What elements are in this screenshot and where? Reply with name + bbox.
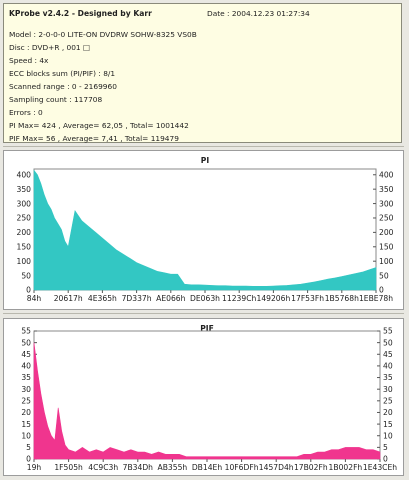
- y-tick-label-left: 15: [21, 420, 31, 429]
- y-tick-label-left: 40: [21, 362, 31, 371]
- info-model: Model : 2-0-0-0 LITE-ON DVDRW SOHW-8325 …: [9, 30, 197, 39]
- y-tick-label-left: 0: [26, 286, 31, 295]
- y-tick-label-right: 15: [383, 420, 393, 429]
- y-tick-label-left: 350: [17, 185, 32, 194]
- x-tick-label: 1F505h: [54, 463, 83, 472]
- x-tick-label: 17F53Fh: [291, 294, 324, 303]
- info-pif-stats: PIF Max= 56 , Average= 7,41 , Total= 119…: [9, 134, 179, 143]
- y-tick-label-right: 30: [383, 385, 393, 394]
- data-points-group: [33, 170, 377, 287]
- y-tick-label-right: 35: [383, 373, 393, 382]
- x-tick-label: 1B002Fh: [329, 463, 363, 472]
- x-tick-label: DB14Eh: [192, 463, 223, 472]
- y-tick-label-right: 45: [383, 350, 393, 359]
- y-tick-label-left: 10: [21, 431, 31, 440]
- y-tick-label-right: 200: [379, 228, 394, 237]
- y-tick-label-right: 350: [379, 185, 394, 194]
- x-tick-label: 1B5768h: [325, 294, 359, 303]
- data-points-group: [33, 342, 381, 457]
- y-tick-label-right: 0: [379, 286, 384, 295]
- y-tick-label-right: 40: [383, 362, 393, 371]
- info-pi-stats: PI Max= 424 , Average= 62,05 , Total= 10…: [9, 121, 189, 130]
- x-tick-label: 11239Ch: [222, 294, 256, 303]
- info-errors: Errors : 0: [9, 108, 43, 117]
- y-tick-label-right: 0: [383, 455, 388, 464]
- y-tick-label-left: 30: [21, 385, 31, 394]
- chart-title: PI: [201, 156, 210, 165]
- x-tick-label: 1E43CEh: [363, 463, 397, 472]
- tick-labels-group: 0 0 50 50 100 100 150 150 200 200 250 250 300 300 350 3…: [17, 170, 394, 303]
- scan-info-panel: KProbe v2.4.2 - Designed by Karr Date : …: [3, 3, 402, 143]
- pi-chart-panel: PI 0 0 50 50 100 100 150 150 200 200 250 250 300 300 35…: [3, 150, 404, 310]
- x-tick-label: 1EBE78h: [359, 294, 393, 303]
- y-tick-label-right: 20: [383, 408, 393, 417]
- y-tick-label-left: 300: [17, 199, 32, 208]
- x-tick-label: 7B34Dh: [123, 463, 154, 472]
- x-tick-label: 17B02Fh: [294, 463, 328, 472]
- y-tick-label-right: 25: [383, 397, 393, 406]
- y-tick-label-left: 100: [17, 257, 32, 266]
- x-tick-label: AE066h: [156, 294, 185, 303]
- y-tick-label-left: 400: [17, 170, 32, 179]
- y-tick-label-left: 20: [21, 408, 31, 417]
- y-tick-label-right: 55: [383, 327, 393, 336]
- x-tick-label: 20617h: [54, 294, 83, 303]
- y-tick-label-left: 55: [21, 327, 31, 336]
- y-tick-label-left: 5: [26, 443, 31, 452]
- info-ecc-blocks: ECC blocks sum (PI/PIF) : 8/1: [9, 69, 116, 78]
- y-tick-label-right: 400: [379, 170, 394, 179]
- info-disc: Disc : DVD+R , 001 □: [9, 43, 90, 52]
- x-tick-label: 7D337h: [122, 294, 152, 303]
- x-tick-label: 149206h: [256, 294, 290, 303]
- pi-chart: PI 0 0 50 50 100 100 150 150 200 200 250 250 300 300 35…: [17, 156, 394, 303]
- y-tick-label-right: 5: [383, 443, 388, 452]
- info-scanned-range: Scanned range : 0 - 2169960: [9, 82, 117, 91]
- y-tick-label-right: 50: [379, 271, 389, 280]
- y-tick-label-right: 50: [383, 338, 393, 347]
- app-title: KProbe v2.4.2 - Designed by Karr: [9, 9, 152, 18]
- x-tick-label: AB355h: [158, 463, 188, 472]
- plot-area: [33, 330, 381, 460]
- y-tick-label-right: 100: [379, 257, 394, 266]
- y-tick-label-right: 300: [379, 199, 394, 208]
- x-tick-label: 19h: [27, 463, 42, 472]
- y-tick-label-left: 45: [21, 350, 31, 359]
- y-tick-label-left: 35: [21, 373, 31, 382]
- pif-chart-panel: PIF 0 0 5 5 10 10 15 15 20 20 25 25 30 30 35 35 40 40 45 45 5…: [3, 318, 404, 476]
- info-sampling-count: Sampling count : 117708: [9, 95, 103, 104]
- chart-title: PIF: [200, 324, 214, 333]
- x-tick-label: DE063h: [190, 294, 220, 303]
- x-tick-label: 4E365h: [88, 294, 117, 303]
- divider: [3, 146, 404, 147]
- y-tick-label-left: 50: [21, 271, 31, 280]
- y-tick-label-left: 200: [17, 228, 32, 237]
- y-tick-label-left: 25: [21, 397, 31, 406]
- y-tick-label-left: 50: [21, 338, 31, 347]
- x-tick-label: 84h: [27, 294, 42, 303]
- y-tick-label-left: 250: [17, 214, 32, 223]
- x-tick-label: 1457D4h: [259, 463, 294, 472]
- y-tick-label-right: 150: [379, 242, 394, 251]
- divider: [3, 313, 404, 314]
- scan-date: Date : 2004.12.23 01:27:34: [207, 9, 310, 18]
- y-tick-label-left: 150: [17, 242, 32, 251]
- y-tick-label-left: 0: [26, 455, 31, 464]
- x-tick-label: 4C9C3h: [88, 463, 118, 472]
- y-tick-label-right: 250: [379, 214, 394, 223]
- y-tick-label-right: 10: [383, 431, 393, 440]
- info-speed: Speed : 4x: [9, 56, 49, 65]
- x-tick-label: 10F6DFh: [225, 463, 259, 472]
